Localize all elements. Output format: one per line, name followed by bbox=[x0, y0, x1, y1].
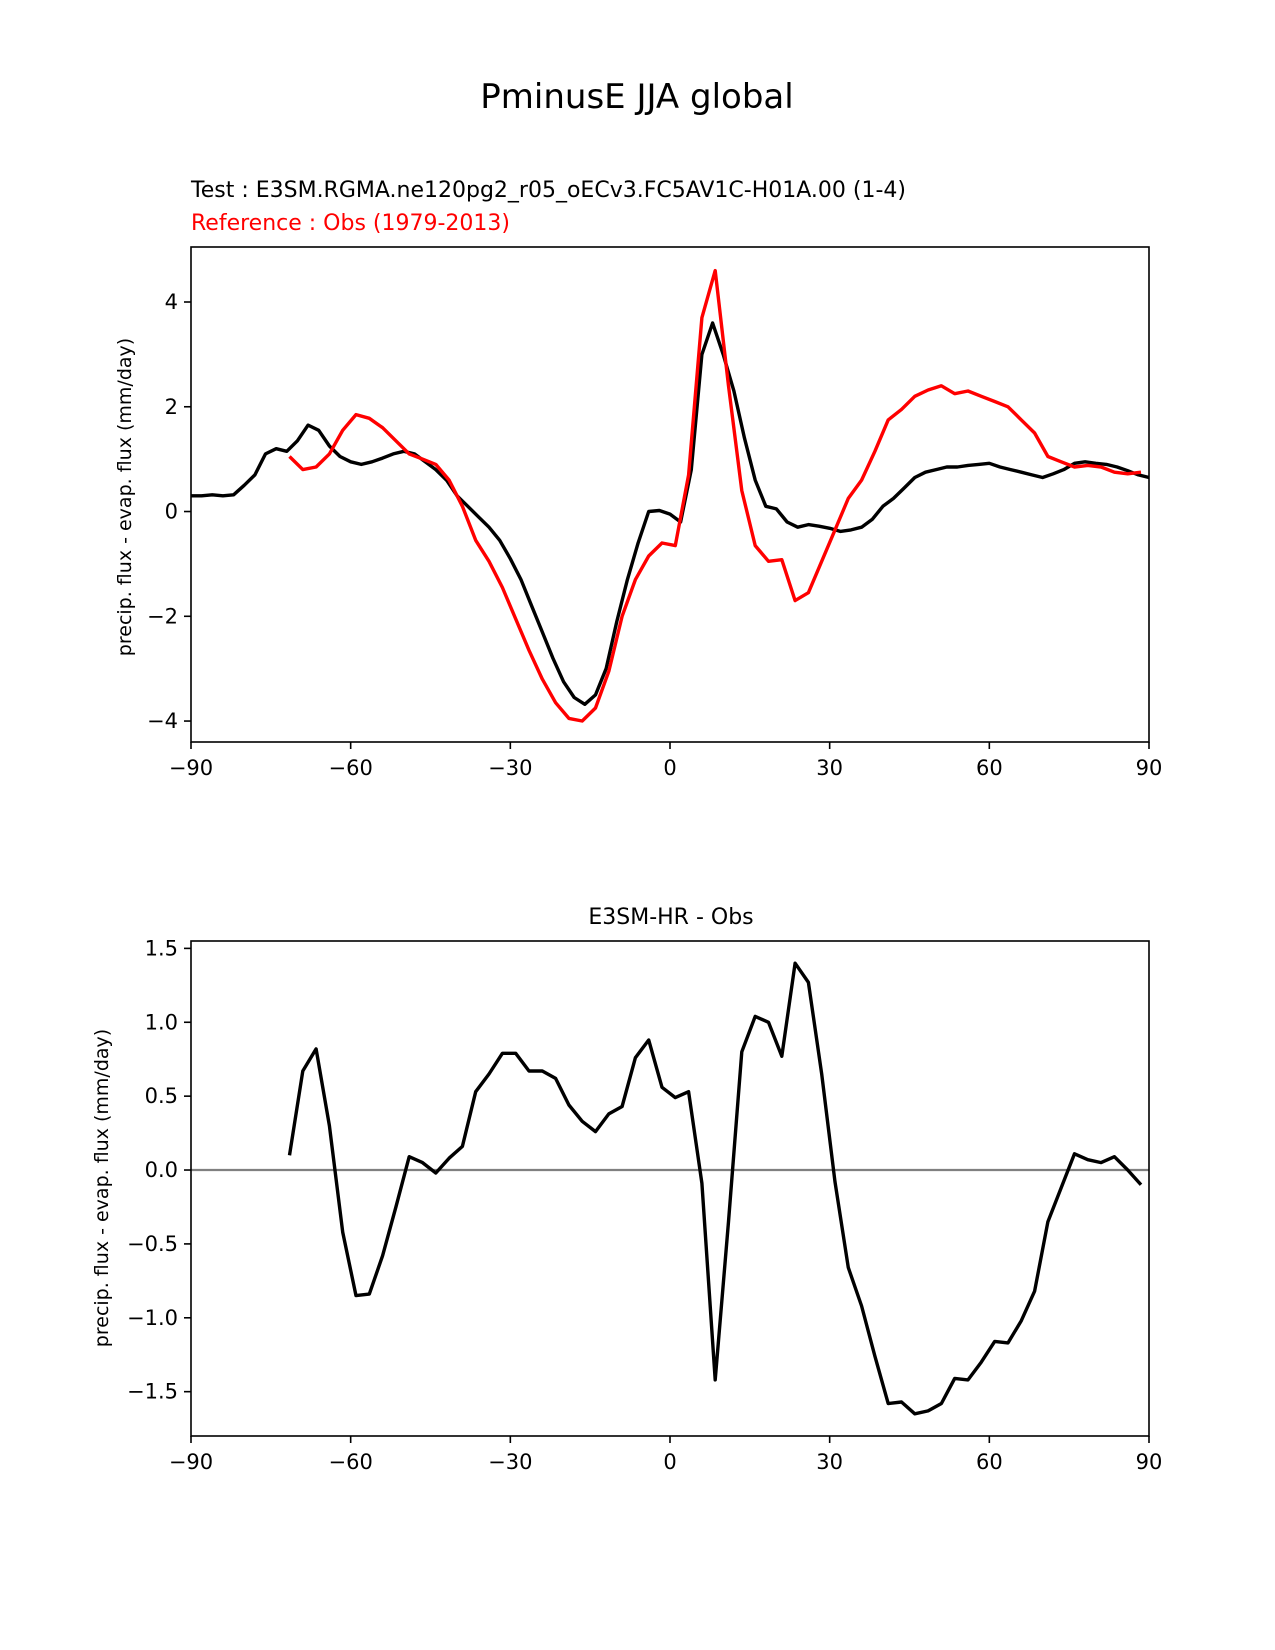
x-tick-label: −60 bbox=[329, 1450, 373, 1474]
reference-title: Reference : Obs (1979-2013) bbox=[191, 211, 510, 236]
y-tick-label: 0.5 bbox=[145, 1084, 178, 1108]
y-tick-label: 0.0 bbox=[145, 1158, 178, 1182]
series-line-test bbox=[191, 321, 1150, 706]
plot-frame-top bbox=[190, 246, 1150, 743]
y-tick-label: −1.0 bbox=[127, 1306, 178, 1330]
x-tick-label: 60 bbox=[976, 1450, 1003, 1474]
x-tick-label: 0 bbox=[663, 756, 676, 780]
diff-title: E3SM-HR - Obs bbox=[588, 905, 753, 930]
y-tick-label: −2 bbox=[147, 604, 178, 628]
y-tick-label: −4 bbox=[147, 709, 178, 733]
figure-title: PminusE JJA global bbox=[480, 77, 793, 117]
y-tick-label: 0 bbox=[165, 500, 178, 524]
y-tick-label: −0.5 bbox=[127, 1232, 178, 1256]
x-tick-label: −90 bbox=[169, 756, 213, 780]
x-tick-label: −30 bbox=[488, 756, 532, 780]
chart-panel-top: Test : E3SM.RGMA.ne120pg2_r05_oECv3.FC5A… bbox=[114, 178, 1162, 780]
x-tick-label: 90 bbox=[1136, 1450, 1163, 1474]
chart-panel-bottom: E3SM-HR - Obs precip. flux - evap. flux … bbox=[91, 905, 1162, 1474]
y-axis-label-bottom: precip. flux - evap. flux (mm/day) bbox=[91, 1029, 113, 1347]
x-tick-label: −60 bbox=[329, 756, 373, 780]
y-tick-label: 1.0 bbox=[145, 1010, 178, 1034]
y-tick-label: 1.5 bbox=[145, 936, 178, 960]
x-tick-label: 90 bbox=[1136, 756, 1163, 780]
x-tick-label: −30 bbox=[488, 1450, 532, 1474]
plot-frame-bottom bbox=[190, 940, 1150, 1437]
x-tick-label: 30 bbox=[816, 756, 843, 780]
series-line-e3sm-hr-obs bbox=[287, 961, 1143, 1416]
x-tick-label: 60 bbox=[976, 756, 1003, 780]
x-tick-label: −90 bbox=[169, 1450, 213, 1474]
x-tick-label: 0 bbox=[663, 1450, 676, 1474]
x-tick-label: 30 bbox=[816, 1450, 843, 1474]
test-title: Test : E3SM.RGMA.ne120pg2_r05_oECv3.FC5A… bbox=[190, 178, 906, 203]
y-axis-label-top: precip. flux - evap. flux (mm/day) bbox=[114, 338, 136, 656]
y-tick-label: 2 bbox=[165, 395, 178, 419]
y-tick-label: 4 bbox=[165, 290, 178, 314]
series-line-reference bbox=[288, 268, 1142, 723]
y-tick-label: −1.5 bbox=[127, 1380, 178, 1404]
